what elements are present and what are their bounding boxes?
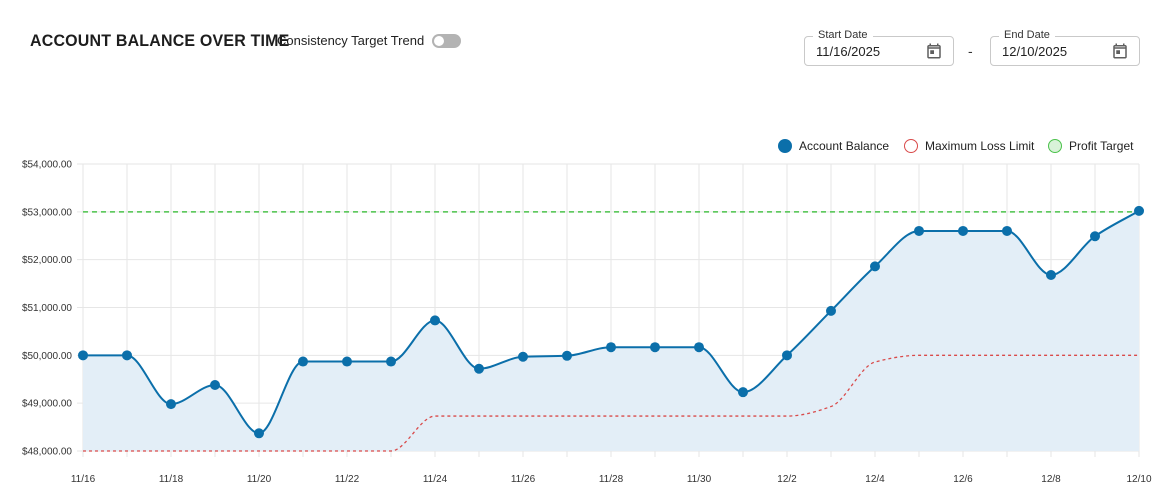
x-tick-label: 12/4	[865, 474, 885, 485]
x-tick-label: 12/2	[777, 474, 797, 485]
maximum-loss-limit-line	[82, 354, 1140, 452]
chart-series	[78, 205, 1144, 452]
consistency-target-trend-toggle[interactable]	[432, 34, 461, 48]
calendar-icon[interactable]	[1111, 42, 1129, 60]
account-balance-point	[254, 428, 264, 439]
account-balance-point	[78, 350, 88, 361]
toggle-knob	[434, 36, 444, 46]
account-balance-point	[210, 379, 220, 390]
end-date-field[interactable]: End Date	[990, 29, 1140, 66]
account-balance-point	[694, 342, 704, 353]
account-balance-point	[606, 342, 616, 353]
calendar-icon[interactable]	[925, 42, 943, 60]
account-balance-point	[782, 350, 792, 361]
legend-swatch-maximum-loss-limit	[904, 139, 918, 153]
account-balance-point	[914, 225, 924, 236]
account-balance-point	[298, 356, 308, 367]
end-date-input[interactable]	[1002, 44, 1102, 59]
account-balance-point	[650, 342, 660, 353]
account-balance-point	[562, 350, 572, 361]
x-tick-label: 11/22	[335, 474, 360, 485]
x-tick-label: 12/8	[1041, 474, 1061, 485]
account-balance-point	[1134, 205, 1144, 216]
account-balance-point	[738, 387, 748, 398]
legend-label-maximum-loss-limit: Maximum Loss Limit	[925, 139, 1035, 153]
account-balance-point	[1046, 269, 1056, 280]
legend-label-account-balance: Account Balance	[799, 139, 890, 153]
x-tick-label: 12/10	[1126, 474, 1151, 485]
legend-swatch-profit-target	[1048, 139, 1062, 153]
account-balance-point	[474, 363, 484, 374]
end-date-label: End Date	[999, 29, 1055, 41]
x-axis: 11/16 11/18 11/20 11/22 11/24 11/26 11/28 11/30…	[71, 474, 1152, 485]
start-date-field[interactable]: Start Date	[804, 29, 954, 66]
x-tick-label: 11/24	[423, 474, 448, 485]
account-balance-point	[430, 315, 440, 326]
y-tick-label: $53,000.00	[22, 207, 72, 218]
x-tick-label: 11/26	[511, 474, 536, 485]
y-tick-label: $54,000.00	[22, 160, 72, 171]
x-tick-label: 11/18	[159, 474, 184, 485]
x-tick-label: 11/28	[599, 474, 624, 485]
account-balance-point	[518, 351, 528, 362]
account-balance-point	[386, 356, 396, 367]
legend-item-maximum-loss-limit[interactable]: Maximum Loss Limit	[904, 139, 1034, 153]
y-tick-label: $48,000.00	[22, 447, 72, 458]
x-tick-label: 12/6	[953, 474, 973, 485]
y-tick-label: $52,000.00	[22, 255, 72, 266]
account-balance-point	[1002, 225, 1012, 236]
y-tick-label: $50,000.00	[22, 351, 72, 362]
start-date-input[interactable]	[816, 44, 916, 59]
legend-swatch-account-balance	[778, 139, 792, 153]
y-tick-label: $49,000.00	[22, 399, 72, 410]
consistency-target-trend-label: Consistency Target Trend	[277, 33, 425, 48]
account-balance-point	[958, 225, 968, 236]
x-tick-label: 11/16	[71, 474, 96, 485]
x-tick-label: 11/30	[687, 474, 712, 485]
date-range-separator: -	[968, 43, 973, 59]
x-tick-label: 11/20	[247, 474, 272, 485]
legend-label-profit-target: Profit Target	[1069, 139, 1134, 153]
account-balance-point	[826, 305, 836, 316]
account-balance-point	[342, 356, 352, 367]
y-tick-label: $51,000.00	[22, 303, 72, 314]
legend-item-account-balance[interactable]: Account Balance	[778, 139, 889, 153]
account-balance-point	[122, 350, 132, 361]
page-title: ACCOUNT BALANCE OVER TIME	[30, 31, 290, 50]
account-balance-point	[1090, 231, 1100, 242]
y-axis: $48,000.00 $49,000.00 $50,000.00 $51,000.00…	[22, 160, 72, 458]
account-balance-point	[166, 399, 176, 410]
start-date-label: Start Date	[813, 29, 873, 41]
account-balance-point	[870, 261, 880, 272]
legend-item-profit-target[interactable]: Profit Target	[1048, 139, 1133, 153]
